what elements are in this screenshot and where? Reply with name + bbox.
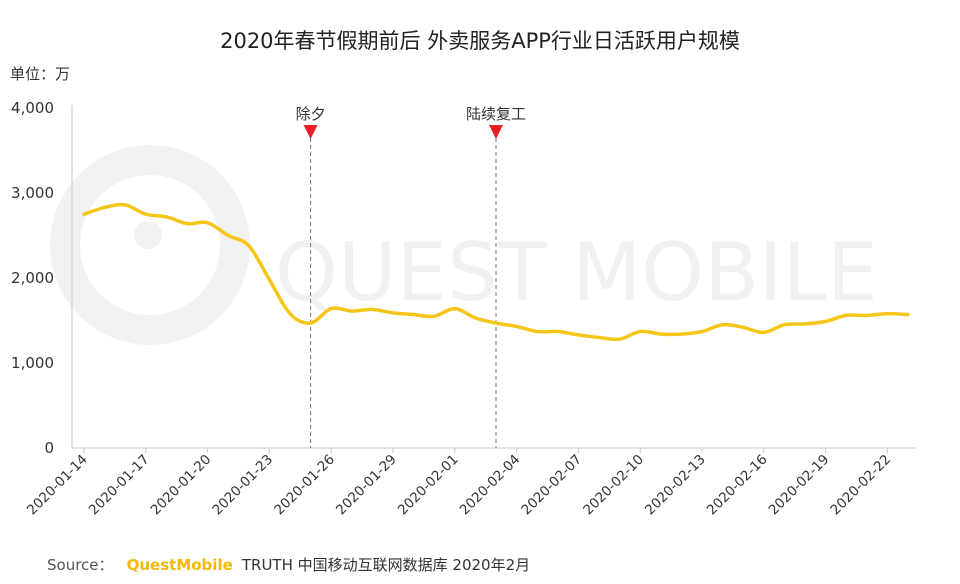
annotation-marker-icon [303, 125, 318, 139]
x-tick-label: 2020-02-10 [580, 452, 647, 519]
watermark-logo-ring [50, 145, 250, 345]
y-ticks: 0 1,000 2,000 3,000 4,000 [11, 99, 54, 457]
x-tick-label: 2020-01-26 [271, 452, 338, 519]
x-tick-label: 2020-02-19 [766, 452, 833, 519]
annotation-label: 陆续复工 [466, 105, 526, 123]
x-tick-label: 2020-02-16 [704, 452, 771, 519]
y-tick-label: 4,000 [11, 99, 54, 117]
annotation-marker-icon [489, 125, 503, 139]
x-tick-label: 2020-01-23 [209, 452, 276, 519]
watermark: QUEST MOBILE [50, 145, 878, 345]
x-tick-label: 2020-02-13 [642, 452, 709, 519]
y-tick-label: 3,000 [11, 184, 54, 202]
annotations: 除夕 陆续复工 [296, 105, 526, 448]
y-tick-label: 0 [44, 439, 54, 457]
x-tick-label: 2020-02-04 [457, 452, 524, 519]
series-line [82, 202, 910, 342]
y-tick-label: 1,000 [11, 354, 54, 372]
source-rest: TRUTH 中国移动互联网数据库 2020年2月 [241, 556, 530, 574]
unit-label: 单位：万 [10, 65, 70, 83]
x-tick-label: 2020-01-29 [333, 452, 400, 519]
x-ticks: 2020-01-142020-01-172020-01-202020-01-23… [24, 448, 894, 518]
x-tick-label: 2020-01-14 [24, 452, 91, 519]
x-tick-label: 2020-01-17 [86, 452, 153, 519]
source-label: Source： [47, 556, 114, 574]
y-tick-label: 2,000 [11, 269, 54, 287]
watermark-text: QUEST MOBILE [275, 226, 878, 319]
series [82, 202, 910, 342]
x-tick-label: 2020-02-01 [395, 452, 462, 519]
x-tick-label: 2020-02-07 [518, 452, 585, 519]
annotation-label: 除夕 [296, 105, 326, 123]
source-brand: QuestMobile [127, 556, 233, 574]
source-line: Source： QuestMobile TRUTH 中国移动互联网数据库 202… [47, 555, 530, 574]
x-tick-label: 2020-02-22 [827, 452, 894, 519]
chart-title: 2020年春节假期前后 外卖服务APP行业日活跃用户规模 [220, 29, 740, 53]
watermark-logo-dot [134, 221, 162, 249]
x-tick-label: 2020-01-20 [148, 452, 215, 519]
